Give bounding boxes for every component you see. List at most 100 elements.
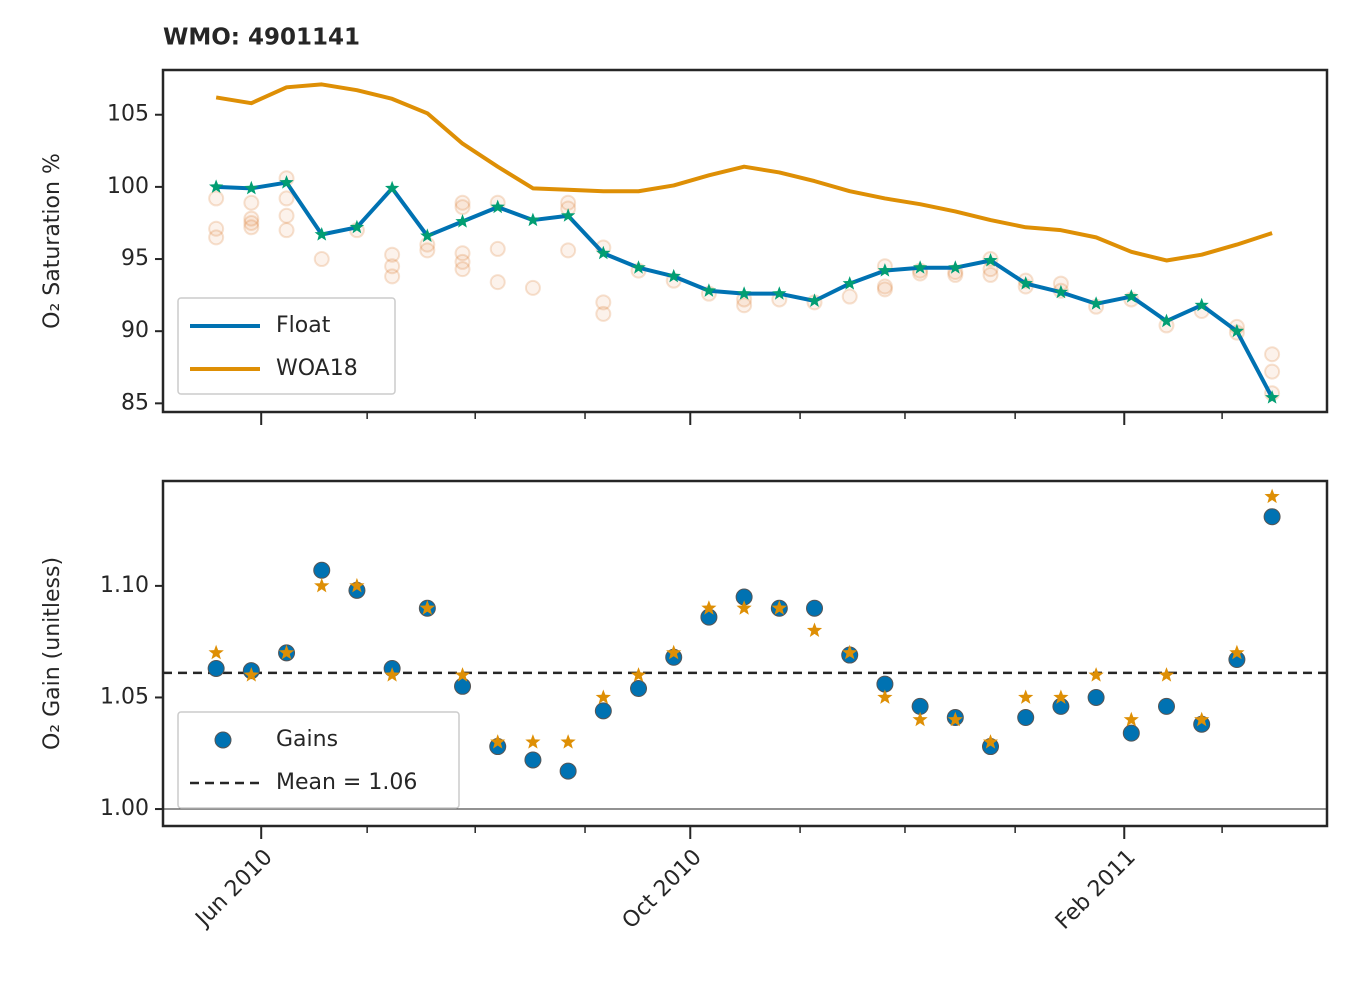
sample-point [384,268,401,285]
gain-star [419,600,435,615]
marker [349,219,365,234]
marker [244,180,259,195]
marker [420,228,435,242]
gain-star [982,734,999,749]
gain-star [243,667,259,682]
sample-point [278,222,295,239]
sample-point [524,279,541,296]
marker [631,260,646,274]
legend-box [177,711,460,809]
sample-point [243,210,260,227]
gain-star [278,644,295,660]
gain-point [630,680,648,698]
sample-point [454,194,471,211]
legend-label: Mean = 1.06 [276,770,417,795]
gain-star [877,689,893,704]
marker [525,212,541,227]
marker [596,245,611,260]
gain-star [349,577,365,593]
marker [1229,323,1244,338]
x-tick-label: Feb 2011 [1051,845,1141,935]
gain-star [1264,488,1280,504]
marker [1053,284,1068,299]
sample-point [419,236,436,253]
sample-point [454,245,471,262]
y-axis-label: O₂ Gain (unitless) [40,557,65,750]
gain-point [1087,688,1105,706]
sample-point [278,190,295,207]
marker [1194,297,1209,312]
x-tick-label: Oct 2010 [618,845,707,934]
marker [913,260,928,274]
sample-point [454,199,471,216]
sample-point [841,288,858,305]
sample-point [876,278,893,295]
sample-point [243,219,260,236]
gain-star [595,689,611,704]
gain-star [314,577,330,593]
plot-frame [161,68,1329,414]
sample-point [243,194,260,211]
legend-label: WOA18 [276,356,358,381]
sample-point [1264,346,1281,363]
sample-point [208,229,225,246]
gain-point [454,677,472,695]
plot-frame [161,479,1329,828]
gain-point [313,561,331,579]
gain-star [666,644,682,660]
gain-star [630,667,647,682]
gain-star [560,734,576,749]
gain-point [1122,724,1140,742]
y-tick-label: 105 [107,102,149,127]
y-tick-label: 1.10 [100,573,149,598]
marker [455,214,470,228]
legend: Gains Mean = 1.06 [177,711,460,809]
gain-star [384,667,400,682]
sample-point [595,305,612,322]
gain-star [842,644,858,660]
marker [983,253,998,267]
marker [1018,276,1033,290]
legend-label: Float [276,313,331,338]
marker [772,286,787,300]
gain-point [1263,508,1281,526]
marker [385,180,400,195]
y-tick-label: 90 [121,318,149,343]
sample-point [876,281,893,298]
sample-point [208,190,225,207]
gain-point [1017,709,1035,727]
y-tick-label: 85 [121,390,149,415]
marker [1089,296,1104,310]
y-tick-label: 1.05 [100,684,149,709]
gain-point [524,751,542,769]
gain-star [525,734,541,749]
sample-point [243,214,260,231]
gain-point [1157,697,1175,715]
marker [1159,313,1174,328]
legend-label: Gains [276,727,338,752]
chart-title: WMO: 4901141 [163,25,360,51]
gain-star [771,600,787,615]
gain-point [594,702,612,720]
legend: Float WOA18 [177,297,396,395]
marker [807,293,822,307]
sample-point [454,261,471,278]
sample-point [489,274,506,291]
sample-point [278,207,295,224]
gain-star [1053,689,1069,704]
gain-star [1088,667,1104,682]
line [215,82,1273,263]
sample-point [489,240,506,257]
gain-star [736,600,752,615]
sample-point [560,194,577,211]
y-tick-label: 95 [121,246,149,271]
sample-point [419,242,436,259]
gain-star [1229,644,1245,660]
subplot: O₂ Gain (unitless) 1.00 1.05 1.10 Jun 2010 Oc… [40,479,1329,935]
gain-star [1123,711,1139,727]
marker [561,208,576,222]
sample-point [384,258,401,275]
gain-star [701,600,717,615]
marker [666,268,681,283]
